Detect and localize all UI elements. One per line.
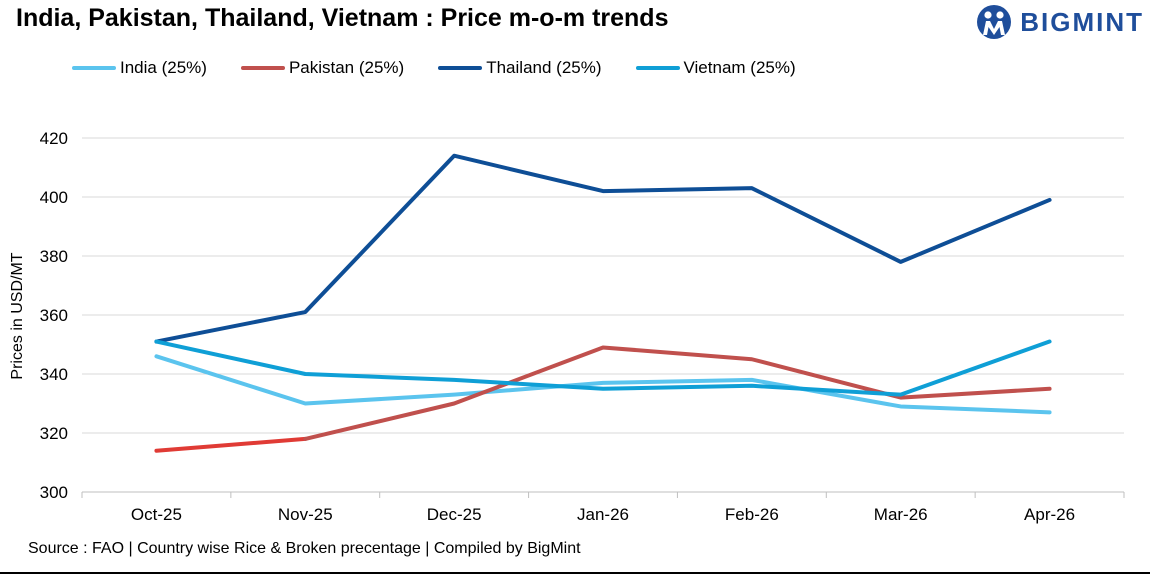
legend-item-thailand: Thailand (25%) bbox=[438, 58, 602, 78]
series-line-vietnam bbox=[154, 339, 1052, 397]
x-tick-label-dec-25: Dec-25 bbox=[427, 505, 482, 524]
series-line-pakistan-start bbox=[154, 436, 308, 453]
x-tick-label-nov-25: Nov-25 bbox=[278, 505, 333, 524]
series-line-india bbox=[154, 354, 1052, 415]
y-tick-label-340: 340 bbox=[40, 365, 68, 384]
legend-swatch-pakistan bbox=[240, 66, 285, 70]
y-tick-label-380: 380 bbox=[40, 247, 68, 266]
legend-label-pakistan: Pakistan (25%) bbox=[288, 58, 405, 77]
series-line-thailand bbox=[154, 153, 1052, 344]
y-tick-label-300: 300 bbox=[40, 483, 68, 502]
x-tick-label-oct-25: Oct-25 bbox=[131, 505, 182, 524]
legend-item-vietnam: Vietnam (25%) bbox=[635, 58, 796, 78]
bottom-divider bbox=[0, 572, 1150, 574]
legend-item-pakistan: Pakistan (25%) bbox=[240, 58, 405, 78]
chart-legend: India (25%) Pakistan (25%) Thailand (25%) V… bbox=[72, 58, 830, 78]
bigmint-logo-icon bbox=[977, 5, 1012, 39]
brand-logo: BIGMINT bbox=[976, 2, 1144, 42]
logo-text: BIGMINT bbox=[1020, 6, 1144, 37]
y-tick-label-420: 420 bbox=[40, 129, 68, 148]
x-tick-label-jan-26: Jan-26 bbox=[577, 505, 629, 524]
y-tick-label-400: 400 bbox=[40, 188, 68, 207]
legend-swatch-vietnam bbox=[635, 66, 680, 70]
legend-label-vietnam: Vietnam (25%) bbox=[683, 58, 796, 77]
x-tick-label-mar-26: Mar-26 bbox=[874, 505, 928, 524]
legend-label-thailand: Thailand (25%) bbox=[486, 58, 602, 77]
series-line-pakistan bbox=[303, 345, 1052, 441]
y-tick-label-320: 320 bbox=[40, 424, 68, 443]
chart-title: India, Pakistan, Thailand, Vietnam : Pri… bbox=[16, 4, 669, 32]
legend-swatch-india bbox=[72, 66, 116, 70]
x-tick-label-apr-26: Apr-26 bbox=[1024, 505, 1075, 524]
x-tick-label-feb-26: Feb-26 bbox=[725, 505, 779, 524]
legend-swatch-thailand bbox=[438, 66, 483, 70]
y-tick-label-360: 360 bbox=[40, 306, 68, 325]
source-note: Source : FAO | Country wise Rice & Broke… bbox=[28, 540, 581, 557]
legend-label-india: India (25%) bbox=[120, 58, 207, 77]
legend-item-india: India (25%) bbox=[72, 58, 207, 78]
